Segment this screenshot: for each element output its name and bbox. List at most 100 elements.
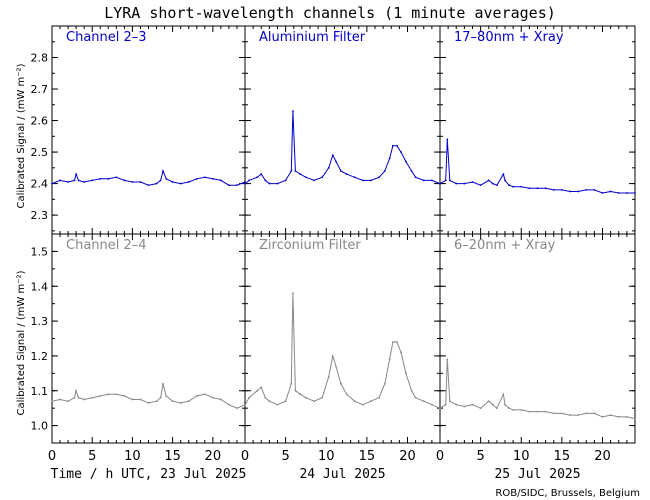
data-point-top-1-5 (268, 182, 271, 185)
data-point-bottom-1-22 (370, 400, 372, 403)
data-point-bottom-2-19 (552, 412, 555, 415)
data-point-bottom-2-13 (508, 407, 510, 410)
data-point-top-1-26 (391, 144, 394, 147)
data-point-bottom-2-26 (609, 414, 612, 417)
series-line-top-2-0 (439, 139, 635, 194)
data-point-bottom-2-18 (544, 410, 547, 413)
y-axis-label-bottom: Calibrated Signal / (mW m⁻²) (16, 270, 27, 415)
data-point-bottom-2-6 (471, 403, 474, 406)
data-point-top-0-7 (91, 179, 94, 182)
data-point-bottom-1-26 (391, 341, 394, 343)
data-point-top-1-21 (361, 179, 364, 182)
data-point-bottom-0-8 (99, 395, 102, 397)
data-point-top-1-8 (290, 170, 293, 172)
data-point-bottom-2-29 (634, 417, 636, 420)
data-point-top-1-12 (305, 176, 307, 179)
data-point-top-2-19 (552, 188, 555, 191)
data-point-top-1-27 (396, 144, 398, 147)
data-point-top-0-22 (195, 177, 198, 180)
data-point-bottom-1-19 (345, 393, 348, 396)
data-point-top-2-20 (560, 188, 563, 191)
data-point-top-2-10 (495, 184, 498, 187)
data-point-bottom-1-10 (294, 389, 297, 392)
data-point-bottom-0-10 (115, 393, 118, 396)
data-point-bottom-0-4 (75, 389, 78, 392)
data-point-bottom-2-23 (585, 412, 588, 415)
data-point-top-2-17 (536, 187, 539, 190)
data-point-top-0-23 (203, 176, 206, 179)
x-tick-label-1-1: 5 (281, 449, 289, 464)
data-point-bottom-1-28 (400, 351, 402, 354)
data-point-top-0-17 (162, 170, 164, 172)
data-point-top-2-11 (502, 173, 505, 176)
y-tick-label-bottom-4: 1.4 (31, 280, 49, 293)
data-point-bottom-1-1 (248, 396, 250, 399)
data-point-bottom-1-4 (264, 396, 267, 399)
data-point-top-0-16 (159, 179, 162, 182)
data-point-top-0-26 (228, 184, 230, 187)
data-point-bottom-2-1 (444, 403, 447, 406)
data-point-top-1-33 (430, 179, 433, 182)
data-point-bottom-0-27 (236, 407, 238, 410)
data-point-top-1-19 (345, 173, 348, 176)
data-point-top-1-4 (264, 179, 267, 182)
data-point-bottom-1-15 (327, 375, 330, 378)
data-point-bottom-0-23 (203, 393, 206, 396)
data-point-bottom-2-28 (625, 415, 628, 418)
data-point-top-0-4 (75, 173, 78, 176)
x-tick-label-2-0: 0 (436, 449, 444, 464)
data-point-bottom-0-0 (51, 400, 53, 403)
data-point-bottom-0-21 (187, 400, 190, 403)
data-point-top-0-8 (99, 177, 102, 180)
data-point-bottom-2-17 (536, 410, 539, 413)
data-point-top-0-18 (165, 177, 168, 180)
y-tick-label-top-3: 2.6 (31, 115, 49, 128)
data-point-top-2-22 (577, 190, 580, 193)
x-axis-label-1: 24 Jul 2025 (299, 467, 385, 482)
panel-frame-bottom-1 (244, 233, 441, 444)
chart-title: LYRA short-wavelength channels (1 minute… (104, 4, 556, 22)
data-point-top-2-15 (520, 185, 523, 188)
panel-frame-top-0 (51, 25, 246, 235)
data-point-bottom-0-3 (73, 396, 76, 399)
y-tick-label-bottom-2: 1.2 (31, 350, 49, 363)
data-point-bottom-1-14 (321, 396, 324, 399)
data-point-top-2-16 (528, 187, 531, 190)
credit-text: ROB/SIDC, Brussels, Belgium (495, 488, 640, 499)
series-line-bottom-2-0 (439, 359, 636, 420)
data-point-top-2-13 (508, 184, 510, 187)
data-point-top-1-22 (370, 179, 372, 182)
panel-frame-top-1 (244, 25, 441, 235)
data-point-top-2-5 (463, 182, 466, 185)
data-point-bottom-1-33 (430, 403, 433, 406)
data-point-top-1-0 (244, 182, 246, 185)
data-point-top-1-32 (422, 179, 425, 182)
data-point-bottom-2-27 (617, 415, 620, 418)
panel-label-bottom-0: Channel 2–4 (66, 238, 147, 253)
data-point-top-1-15 (327, 166, 330, 169)
data-point-top-2-2 (446, 138, 449, 141)
data-point-bottom-2-5 (463, 405, 466, 408)
data-point-top-2-1 (444, 179, 447, 182)
data-point-top-2-25 (601, 192, 604, 194)
panel-label-top-0: Channel 2–3 (66, 30, 147, 45)
data-point-top-2-21 (569, 190, 571, 193)
x-tick-label-1-4: 20 (399, 449, 416, 464)
data-point-top-1-6 (276, 182, 279, 185)
data-point-bottom-1-23 (378, 396, 380, 399)
data-point-bottom-2-4 (455, 403, 458, 406)
panel-label-bottom-2: 6–20nm + Xray (454, 238, 556, 253)
data-point-bottom-0-6 (83, 398, 86, 401)
y-tick-label-top-0: 2.3 (31, 209, 49, 222)
data-point-bottom-2-7 (479, 407, 482, 410)
data-point-bottom-0-17 (162, 382, 164, 385)
y-tick-label-top-1: 2.4 (31, 178, 49, 191)
x-axis-label-0: Time / h UTC, 23 Jul 2025 (51, 467, 247, 482)
y-tick-label-top-5: 2.8 (31, 52, 49, 65)
data-point-top-0-11 (123, 179, 126, 182)
data-point-top-0-24 (211, 177, 214, 180)
data-point-top-1-24 (383, 170, 386, 172)
x-tick-label-0-0: 0 (48, 449, 56, 464)
data-point-bottom-0-22 (195, 395, 198, 397)
data-point-top-1-16 (331, 154, 334, 157)
